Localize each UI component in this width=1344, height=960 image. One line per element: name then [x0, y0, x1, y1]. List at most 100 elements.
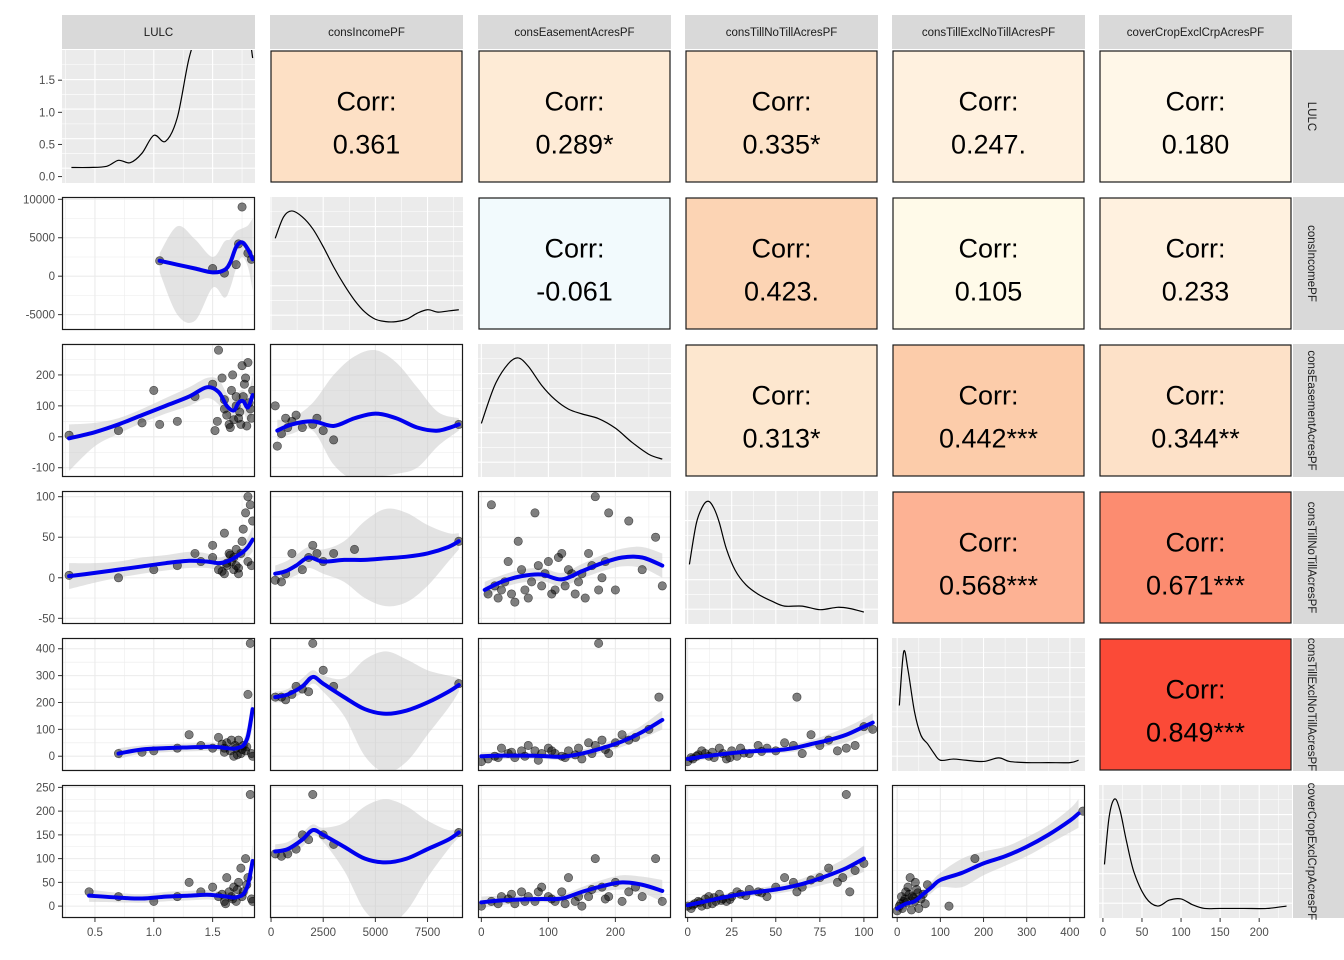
- panel-4-5: Corr: 0.849***: [1099, 638, 1292, 771]
- panel-bg: [685, 491, 878, 624]
- scatter-point: [225, 423, 235, 433]
- scatter-point: [210, 426, 220, 436]
- x-tick-label: 0: [1100, 927, 1106, 939]
- scatter-point: [239, 379, 249, 389]
- corr-value: 0.313*: [742, 424, 821, 454]
- scatter-point: [318, 426, 328, 436]
- corr-label: Corr:: [752, 87, 812, 117]
- strip-right-3: [1293, 491, 1344, 624]
- strip-top-0: [62, 15, 255, 49]
- scatter-point: [523, 740, 533, 750]
- y-tick-label: 5000: [29, 233, 55, 245]
- x-tick-label: 200: [974, 927, 993, 939]
- strip-top-label-0: LULC: [144, 27, 173, 39]
- panel-0-5: Corr: 0.180: [1099, 50, 1292, 183]
- panel-3-0: [61, 490, 256, 625]
- scatter-point: [841, 743, 851, 753]
- corr-value: 0.423.: [744, 277, 819, 307]
- panel-4-4: [892, 638, 1085, 771]
- panel-border: [61, 637, 256, 772]
- x-tick-label: 7500: [415, 927, 441, 939]
- panel-3-2: [477, 490, 672, 625]
- scatter-point: [824, 863, 834, 873]
- density-line: [1103, 798, 1287, 910]
- scatter-point: [229, 415, 239, 425]
- y-tick-label: 200: [36, 806, 55, 818]
- smooth-line: [482, 554, 665, 592]
- x-tick-label: 0: [684, 927, 690, 939]
- y-tick-label: 100: [36, 492, 55, 504]
- strip-top-1: [270, 15, 463, 49]
- strip-top-3: [685, 15, 878, 49]
- corr-box: [685, 50, 878, 183]
- x-tick-label: 50: [769, 927, 782, 939]
- x-tick-label: 150: [1211, 927, 1230, 939]
- y-tick-label: 100: [36, 854, 55, 866]
- x-tick-label: 200: [606, 927, 625, 939]
- strip-right-5: [1293, 785, 1344, 918]
- scatter-point: [624, 516, 634, 526]
- scatter-point: [780, 873, 790, 883]
- smooth-line: [273, 539, 461, 576]
- se-ribbon: [481, 710, 663, 761]
- scatter-point: [228, 370, 238, 380]
- density-line: [274, 210, 459, 323]
- scatter-point: [604, 508, 614, 518]
- panel-border: [477, 784, 672, 919]
- density-line: [71, 50, 254, 169]
- scatter-point: [657, 581, 667, 591]
- scatter-point: [797, 749, 807, 759]
- smooth-line: [67, 537, 255, 579]
- corr-label: Corr:: [1166, 528, 1226, 558]
- y-tick-label: 10000: [23, 194, 55, 206]
- corr-box: [892, 50, 1085, 183]
- strip-top-label-5: coverCropExclCrpAcresPF: [1127, 27, 1264, 39]
- scatter-point: [637, 565, 647, 575]
- scatter-point: [235, 407, 245, 417]
- scatter-point: [312, 548, 322, 558]
- scatter-point: [590, 854, 600, 864]
- scatter-point: [584, 548, 594, 558]
- scatter-point: [242, 421, 252, 431]
- corr-label: Corr:: [752, 381, 812, 411]
- se-ribbon: [69, 527, 253, 590]
- panel-3-4: Corr: 0.568***: [892, 491, 1085, 624]
- panel-bg: [62, 50, 255, 183]
- scatter-point: [594, 638, 604, 648]
- corr-label: Corr:: [1166, 381, 1226, 411]
- smooth-line: [275, 411, 461, 433]
- y-tick-label: 0: [49, 573, 55, 585]
- scatter-point: [221, 899, 231, 909]
- scatter-point: [560, 581, 570, 591]
- density-line: [898, 650, 1079, 764]
- corr-value: 0.568***: [939, 571, 1039, 601]
- panel-4-1: [269, 637, 464, 772]
- panel-border: [684, 637, 879, 772]
- panels: Corr: 0.361 Corr: 0.289* Corr: 0.335* Corr: 0.2…: [61, 50, 1292, 919]
- panel-2-0: [61, 343, 256, 478]
- smooth-line: [116, 707, 255, 756]
- scatter-point: [212, 416, 222, 426]
- x-tick-label: 100: [539, 927, 558, 939]
- scatter-point: [308, 540, 318, 550]
- x-tick-label: 1.5: [205, 927, 221, 939]
- scatter-point: [318, 665, 328, 675]
- scatter-point: [190, 548, 200, 558]
- scatter-point: [236, 863, 246, 873]
- panel-border: [269, 490, 464, 625]
- panel-1-5: Corr: 0.233: [1099, 197, 1292, 330]
- scatter-point: [234, 563, 244, 573]
- x-tick-label: 200: [1250, 927, 1269, 939]
- scatter-point: [214, 345, 224, 355]
- strip-top-label-2: consEasementAcresPF: [514, 27, 634, 39]
- scatter-point: [287, 548, 297, 558]
- panel-4-0: [61, 637, 256, 772]
- scatter-point: [245, 789, 255, 799]
- panel-0-2: Corr: 0.289*: [478, 50, 671, 183]
- strip-right-label-1: consIncomePF: [1305, 225, 1317, 302]
- scatter-point: [557, 887, 567, 897]
- x-tick-label: 75: [813, 927, 826, 939]
- corr-label: Corr:: [545, 234, 605, 264]
- scatter-point: [237, 536, 247, 546]
